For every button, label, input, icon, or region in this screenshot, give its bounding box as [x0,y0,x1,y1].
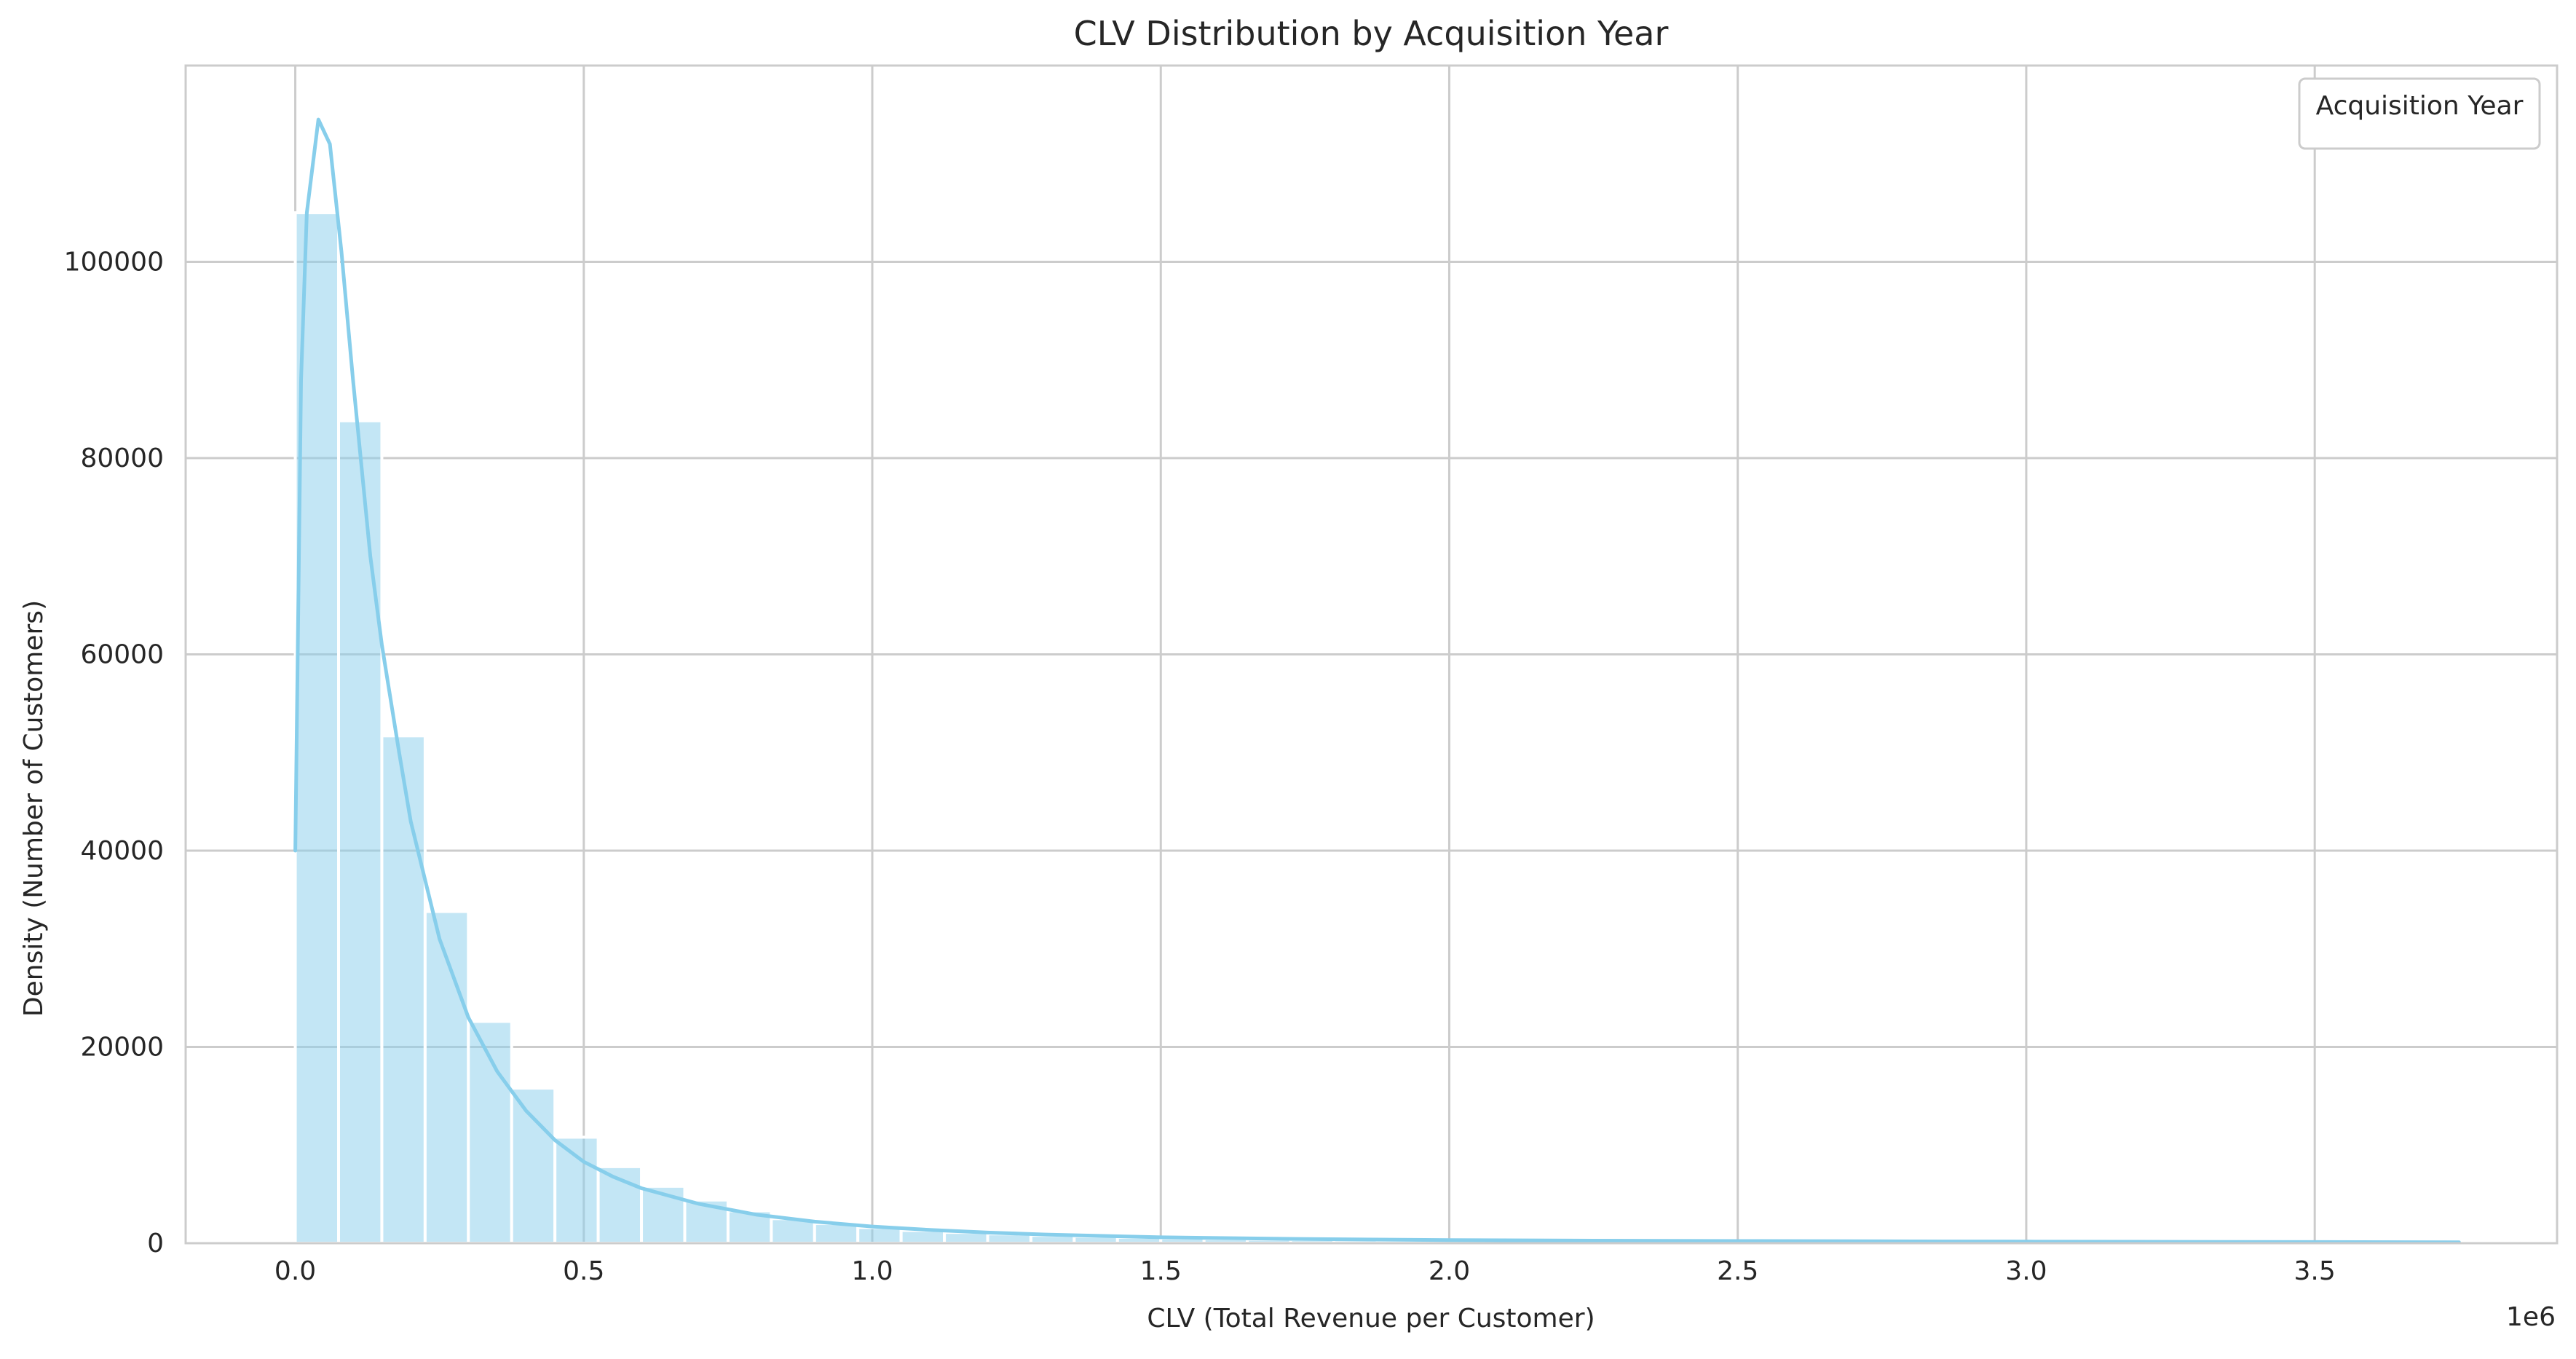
legend-box [2298,77,2541,150]
x-tick-label: 1.5 [1140,1256,1182,1286]
plot-frame [184,64,2559,1245]
y-tick-label: 80000 [80,444,164,473]
kde-curve-group [293,117,2461,1245]
histogram-bar [510,1087,557,1245]
y-tick-labels: 0 20000 40000 60000 80000 100000 [64,248,164,1259]
y-tick-label: 100000 [64,248,164,277]
y-tick-label: 20000 [80,1033,164,1063]
histogram-bar [899,1229,947,1245]
x-tick-label: 3.0 [2005,1256,2047,1286]
histogram-bar [380,734,427,1245]
kde-line [293,117,2461,1245]
histogram-bar [856,1226,903,1245]
legend: Acquisition Year [2298,77,2541,150]
x-tick-label: 1.0 [851,1256,893,1286]
x-axis-label: CLV (Total Revenue per Customer) [1147,1304,1595,1334]
y-tick-label: 40000 [80,836,164,866]
histogram-bar [553,1135,600,1245]
y-axis-label: Density (Number of Customers) [19,600,49,1017]
x-tick-label: 2.5 [1717,1256,1758,1286]
x-tick-label: 3.5 [2294,1256,2336,1286]
x-tick-label: 0.0 [274,1256,316,1286]
legend-title: Acquisition Year [2316,91,2524,121]
x-tick-label: 2.0 [1429,1256,1470,1286]
x-axis-offset-label: 1e6 [2506,1302,2556,1332]
x-tick-labels: 0.0 0.5 1.0 1.5 2.0 2.5 3.0 3.5 [274,1256,2336,1286]
y-tick-label: 0 [147,1229,164,1258]
chart-title: CLV Distribution by Acquisition Year [1074,14,1669,53]
y-tick-label: 60000 [80,640,164,670]
x-tick-label: 0.5 [563,1256,604,1286]
histogram-bar [337,419,384,1245]
